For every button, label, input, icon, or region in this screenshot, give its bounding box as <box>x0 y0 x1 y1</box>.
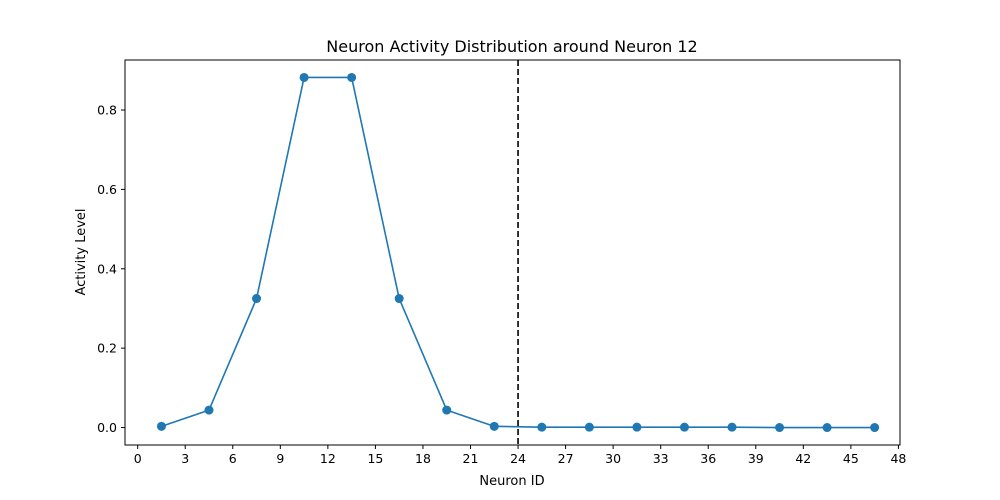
data-point <box>347 72 357 82</box>
data-point <box>156 421 166 431</box>
y-tick-label: 0.6 <box>97 182 117 197</box>
data-point <box>537 422 547 432</box>
data-point <box>394 294 404 304</box>
data-point <box>870 423 880 433</box>
y-tick-label: 0.4 <box>97 261 117 276</box>
x-tick-label: 27 <box>558 451 574 466</box>
y-axis-label: Activity Level <box>74 208 89 295</box>
x-tick-label: 21 <box>463 451 479 466</box>
x-tick-label: 12 <box>320 451 336 466</box>
data-point <box>442 405 452 415</box>
x-tick-label: 45 <box>843 451 859 466</box>
data-point <box>679 422 689 432</box>
data-point <box>727 422 737 432</box>
x-tick-label: 36 <box>700 451 716 466</box>
data-point <box>775 423 785 433</box>
data-point <box>489 421 499 431</box>
x-tick-label: 15 <box>367 451 383 466</box>
x-tick-label: 30 <box>605 451 621 466</box>
plot-area <box>156 60 880 445</box>
data-point <box>299 72 309 82</box>
x-tick-label: 48 <box>890 451 906 466</box>
data-point <box>204 405 214 415</box>
x-tick-label: 9 <box>276 451 284 466</box>
x-axis-label: Neuron ID <box>479 474 544 489</box>
data-point <box>822 423 832 433</box>
x-tick-label: 42 <box>795 451 811 466</box>
x-tick-label: 33 <box>653 451 669 466</box>
x-tick-label: 3 <box>181 451 189 466</box>
y-tick-label: 0.2 <box>97 341 117 356</box>
series-line <box>161 76 875 429</box>
x-tick-label: 0 <box>134 451 142 466</box>
x-tick-label: 18 <box>415 451 431 466</box>
x-tick-label: 6 <box>229 451 237 466</box>
data-point <box>584 422 594 432</box>
axes-frame <box>124 59 901 446</box>
data-point <box>632 422 642 432</box>
y-tick-label: 0.8 <box>97 103 117 118</box>
ticks-layer: 0 3 6 9 12 15 18 21 24 27 30 33 36 39 42 45 480.00.20.40… <box>97 103 906 466</box>
x-tick-label: 39 <box>748 451 764 466</box>
x-tick-label: 24 <box>510 451 526 466</box>
y-tick-label: 0.0 <box>97 420 117 435</box>
data-point <box>252 294 262 304</box>
chart-title: Neuron Activity Distribution around Neur… <box>326 37 697 56</box>
